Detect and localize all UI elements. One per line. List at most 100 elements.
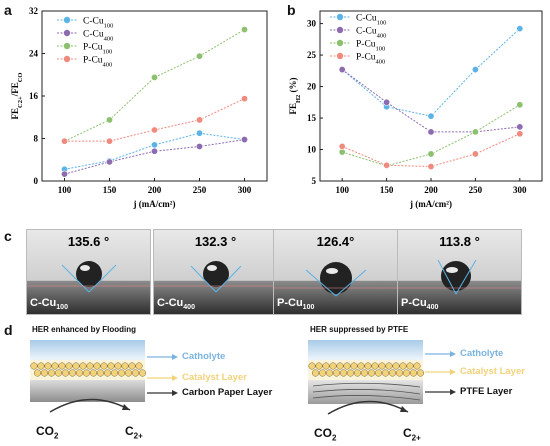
data-point [196,142,204,150]
chart-b: 5 10 15 20 25 30 100 150 200 250 300 j (mA/cm²) FEH2… [288,10,543,209]
catalyst-particle [47,369,56,377]
catalyst-particle [44,362,52,370]
contact-angle-image-1: 135.6 ° C-Cu100 [26,229,151,315]
catalyst-particle [117,369,126,377]
c2-label-left: C2+ [125,424,143,441]
catalyst-particle [353,369,362,377]
catalyst-particle [343,362,351,370]
data-point [427,112,435,120]
droplet-graphic [398,259,521,295]
catalyst-particle [308,362,316,370]
catalyst-particle [30,362,38,370]
catalyst-particle [378,362,386,370]
catalyst-label-right: Catalyst Layer [460,366,525,377]
catalyst-particle [329,362,337,370]
legend-label: C-Cu400 [83,30,113,43]
series-line [64,29,245,142]
legend-marker [63,42,71,50]
sample-label: C-Cu400 [157,296,195,311]
data-point [338,142,346,150]
catalyst-particle [406,362,414,370]
droplet-graphic [274,262,397,297]
data-point [383,98,391,106]
y-tick-label: 0 [34,176,39,186]
y-tick-label: 20 [307,82,317,92]
contact-angle-value: 113.8 ° [439,234,480,249]
catalyst-particle [413,362,421,370]
legend-label: P-Cu400 [83,56,112,69]
x-tick-label: 200 [148,185,162,195]
catalyst-particle [68,369,77,377]
catalyst-particle [124,369,133,377]
panel-letter-a: a [4,2,12,18]
contact-angle-image-2: 132.3 ° C-Cu400 [153,229,278,315]
catalyst-particle [75,369,84,377]
contact-angle-image-3: 126.4° P-Cu100 [273,229,398,315]
series-line [341,69,520,133]
data-point [106,116,114,124]
catalyst-particle [357,362,365,370]
contact-angle-image-4: 113.8 ° P-Cu400 [397,229,522,315]
catalyst-label-left: Catalyst Layer [182,372,247,383]
data-point [151,126,159,134]
data-point [241,136,249,144]
y-tick-label: 15 [307,113,317,123]
y-tick-label: 25 [307,50,317,60]
catalyst-particle [135,362,143,370]
x-tick-label: 250 [193,185,207,195]
catholyte-label-right: Catholyte [460,348,504,359]
scheme-left-title: HER enhanced by Flooding [32,325,137,334]
catalyst-particle [416,369,425,377]
x-tick-label: 200 [424,185,438,195]
catalyst-particle [318,369,327,377]
data-point [338,66,346,74]
catalyst-particle [65,362,73,370]
x-tick-label: 100 [335,185,349,195]
legend-marker [63,55,71,63]
x-tick-label: 150 [103,185,117,195]
catalyst-particle [409,369,418,377]
data-point [471,128,479,136]
contact-angle-value: 132.3 ° [194,234,237,249]
catalyst-particle [399,362,407,370]
catholyte-label-left: Catholyte [182,351,226,362]
data-point [471,66,479,74]
data-point [241,26,249,34]
catalyst-particle [100,362,108,370]
catalyst-particle [315,362,323,370]
catalyst-particle [51,362,59,370]
c2-label-right: C2+ [403,426,421,443]
catalyst-particle [40,369,49,377]
data-point [60,170,68,178]
catalyst-particle [381,369,390,377]
catalyst-particle [96,369,105,377]
scheme-left-graphic [30,340,147,413]
catalyst-particle [138,369,147,377]
y-axis-label: FEH2 (%) [288,77,302,114]
legend-marker [336,39,344,47]
x-tick-label: 300 [513,185,527,195]
catalyst-particle [332,369,341,377]
data-point [516,130,524,138]
legend-marker [63,16,71,24]
chart-a: 0 8 16 24 32 100 150 200 250 300 j (mA/cm²) FEC2+/F… [10,6,268,209]
legend-marker [336,13,344,21]
series-line [64,98,245,142]
data-point [151,141,159,149]
legend-marker [336,52,344,60]
sample-label: C-Cu100 [30,296,68,311]
catalyst-particle [128,362,136,370]
catalyst-particle [385,362,393,370]
catalyst-particle [58,362,66,370]
catalyst-particle [322,362,330,370]
x-tick-label: 300 [238,185,252,195]
data-point [241,95,249,103]
series-line [342,133,521,168]
droplet-graphic [154,261,277,293]
panel-letter-d: d [4,322,13,338]
legend-marker [63,29,71,37]
panel-letter-b: b [287,2,296,18]
scheme-right-graphic [308,340,425,415]
catalyst-particle [121,362,129,370]
co2-label-left: CO2 [36,424,59,441]
